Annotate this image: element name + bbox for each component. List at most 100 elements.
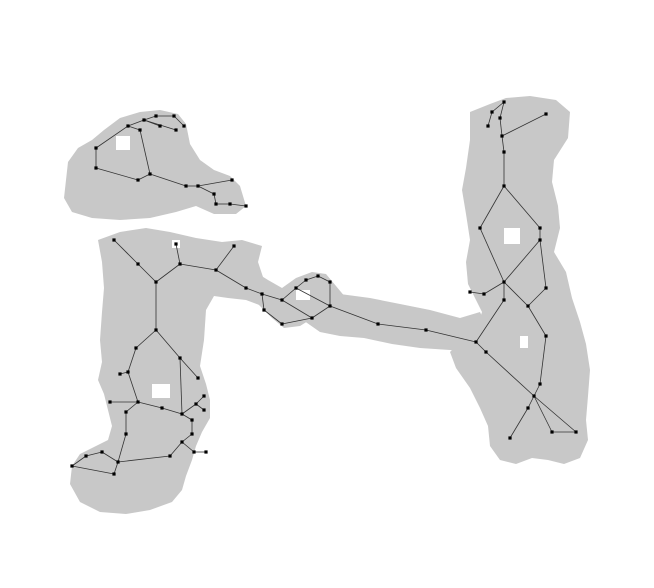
node-layer <box>70 100 578 476</box>
graph-node <box>136 400 140 404</box>
graph-edge <box>499 101 505 119</box>
graph-edge <box>483 281 505 295</box>
graph-node <box>502 280 506 284</box>
graph-edge <box>261 293 283 301</box>
graph-node <box>196 184 200 188</box>
graph-node <box>126 124 130 128</box>
region-layer <box>64 96 590 514</box>
graph-node <box>154 280 158 284</box>
graph-edge <box>113 461 119 475</box>
graph-node <box>160 406 164 410</box>
graph-node <box>232 244 236 248</box>
graph-edge <box>501 135 505 153</box>
graph-node <box>136 178 140 182</box>
graph-edge <box>101 451 119 463</box>
graph-edge <box>137 401 163 409</box>
graph-edge <box>527 305 547 337</box>
graph-node <box>304 278 308 282</box>
graph-edge <box>181 441 195 453</box>
graph-node <box>126 370 130 374</box>
graph-node <box>180 412 184 416</box>
graph-edge <box>161 407 183 415</box>
graph-edge <box>261 293 265 311</box>
graph-node <box>108 400 112 404</box>
graph-edge <box>485 351 535 397</box>
graph-node <box>100 450 104 454</box>
graph-node <box>204 450 208 454</box>
graph-node <box>230 178 234 182</box>
graph-edge <box>213 193 217 205</box>
graph-edge <box>113 239 139 265</box>
graph-node <box>490 110 494 114</box>
region-hole <box>116 136 130 150</box>
graph-edge <box>533 383 541 397</box>
graph-node <box>424 328 428 332</box>
graph-node <box>316 274 320 278</box>
hole-layer <box>116 136 528 398</box>
graph-edge <box>127 125 141 131</box>
graph-edge <box>295 279 307 289</box>
graph-node <box>502 184 506 188</box>
graph-edge <box>127 371 139 403</box>
graph-node <box>178 262 182 266</box>
graph-edge <box>95 167 139 181</box>
graph-edge <box>181 433 193 443</box>
graph-node <box>196 376 200 380</box>
graph-edge <box>479 227 505 283</box>
graph-edge <box>139 129 151 175</box>
graph-node <box>538 226 542 230</box>
graph-edge <box>425 329 477 343</box>
graph-node <box>502 298 506 302</box>
graph-node <box>184 184 188 188</box>
graph-node <box>70 464 74 468</box>
graph-node <box>294 286 298 290</box>
graph-edge <box>173 115 185 127</box>
region-hole <box>296 290 310 300</box>
graph-node <box>244 286 248 290</box>
graph-node <box>94 166 98 170</box>
graph-node <box>174 242 178 246</box>
graph-node <box>138 128 142 132</box>
graph-edge <box>137 173 151 181</box>
graph-edge <box>117 455 171 463</box>
graph-edge <box>533 395 553 433</box>
graph-node <box>544 334 548 338</box>
graph-node <box>154 328 158 332</box>
graph-edge <box>281 317 313 325</box>
graph-edge <box>479 185 505 229</box>
region-hole <box>504 228 520 244</box>
graph-edge <box>503 239 541 283</box>
graph-node <box>168 454 172 458</box>
graph-node <box>310 316 314 320</box>
graph-node <box>280 298 284 302</box>
region-bridge <box>300 294 488 352</box>
graph-edge <box>317 275 331 283</box>
graph-edge <box>117 433 127 463</box>
graph-edge <box>143 119 161 127</box>
graph-node <box>538 382 542 386</box>
graph-edge <box>197 179 233 187</box>
graph-edge <box>127 347 137 373</box>
graph-edge <box>179 263 217 271</box>
graph-edge <box>179 357 199 379</box>
graph-node <box>174 128 178 132</box>
graph-node <box>328 304 332 308</box>
graph-node <box>550 430 554 434</box>
graph-edge <box>137 263 157 283</box>
graph-edge <box>539 335 547 385</box>
graph-node <box>112 238 116 242</box>
graph-node <box>474 340 478 344</box>
graph-edge <box>295 287 331 307</box>
graph-edge <box>71 465 115 475</box>
graph-node <box>502 150 506 154</box>
graph-node <box>484 350 488 354</box>
graph-node <box>486 124 490 128</box>
graph-edge <box>281 299 313 319</box>
graph-node <box>214 268 218 272</box>
graph-edge <box>539 239 547 289</box>
graph-edge <box>197 185 215 195</box>
graph-edge <box>95 125 129 149</box>
graph-node <box>136 262 140 266</box>
graph-node <box>178 356 182 360</box>
